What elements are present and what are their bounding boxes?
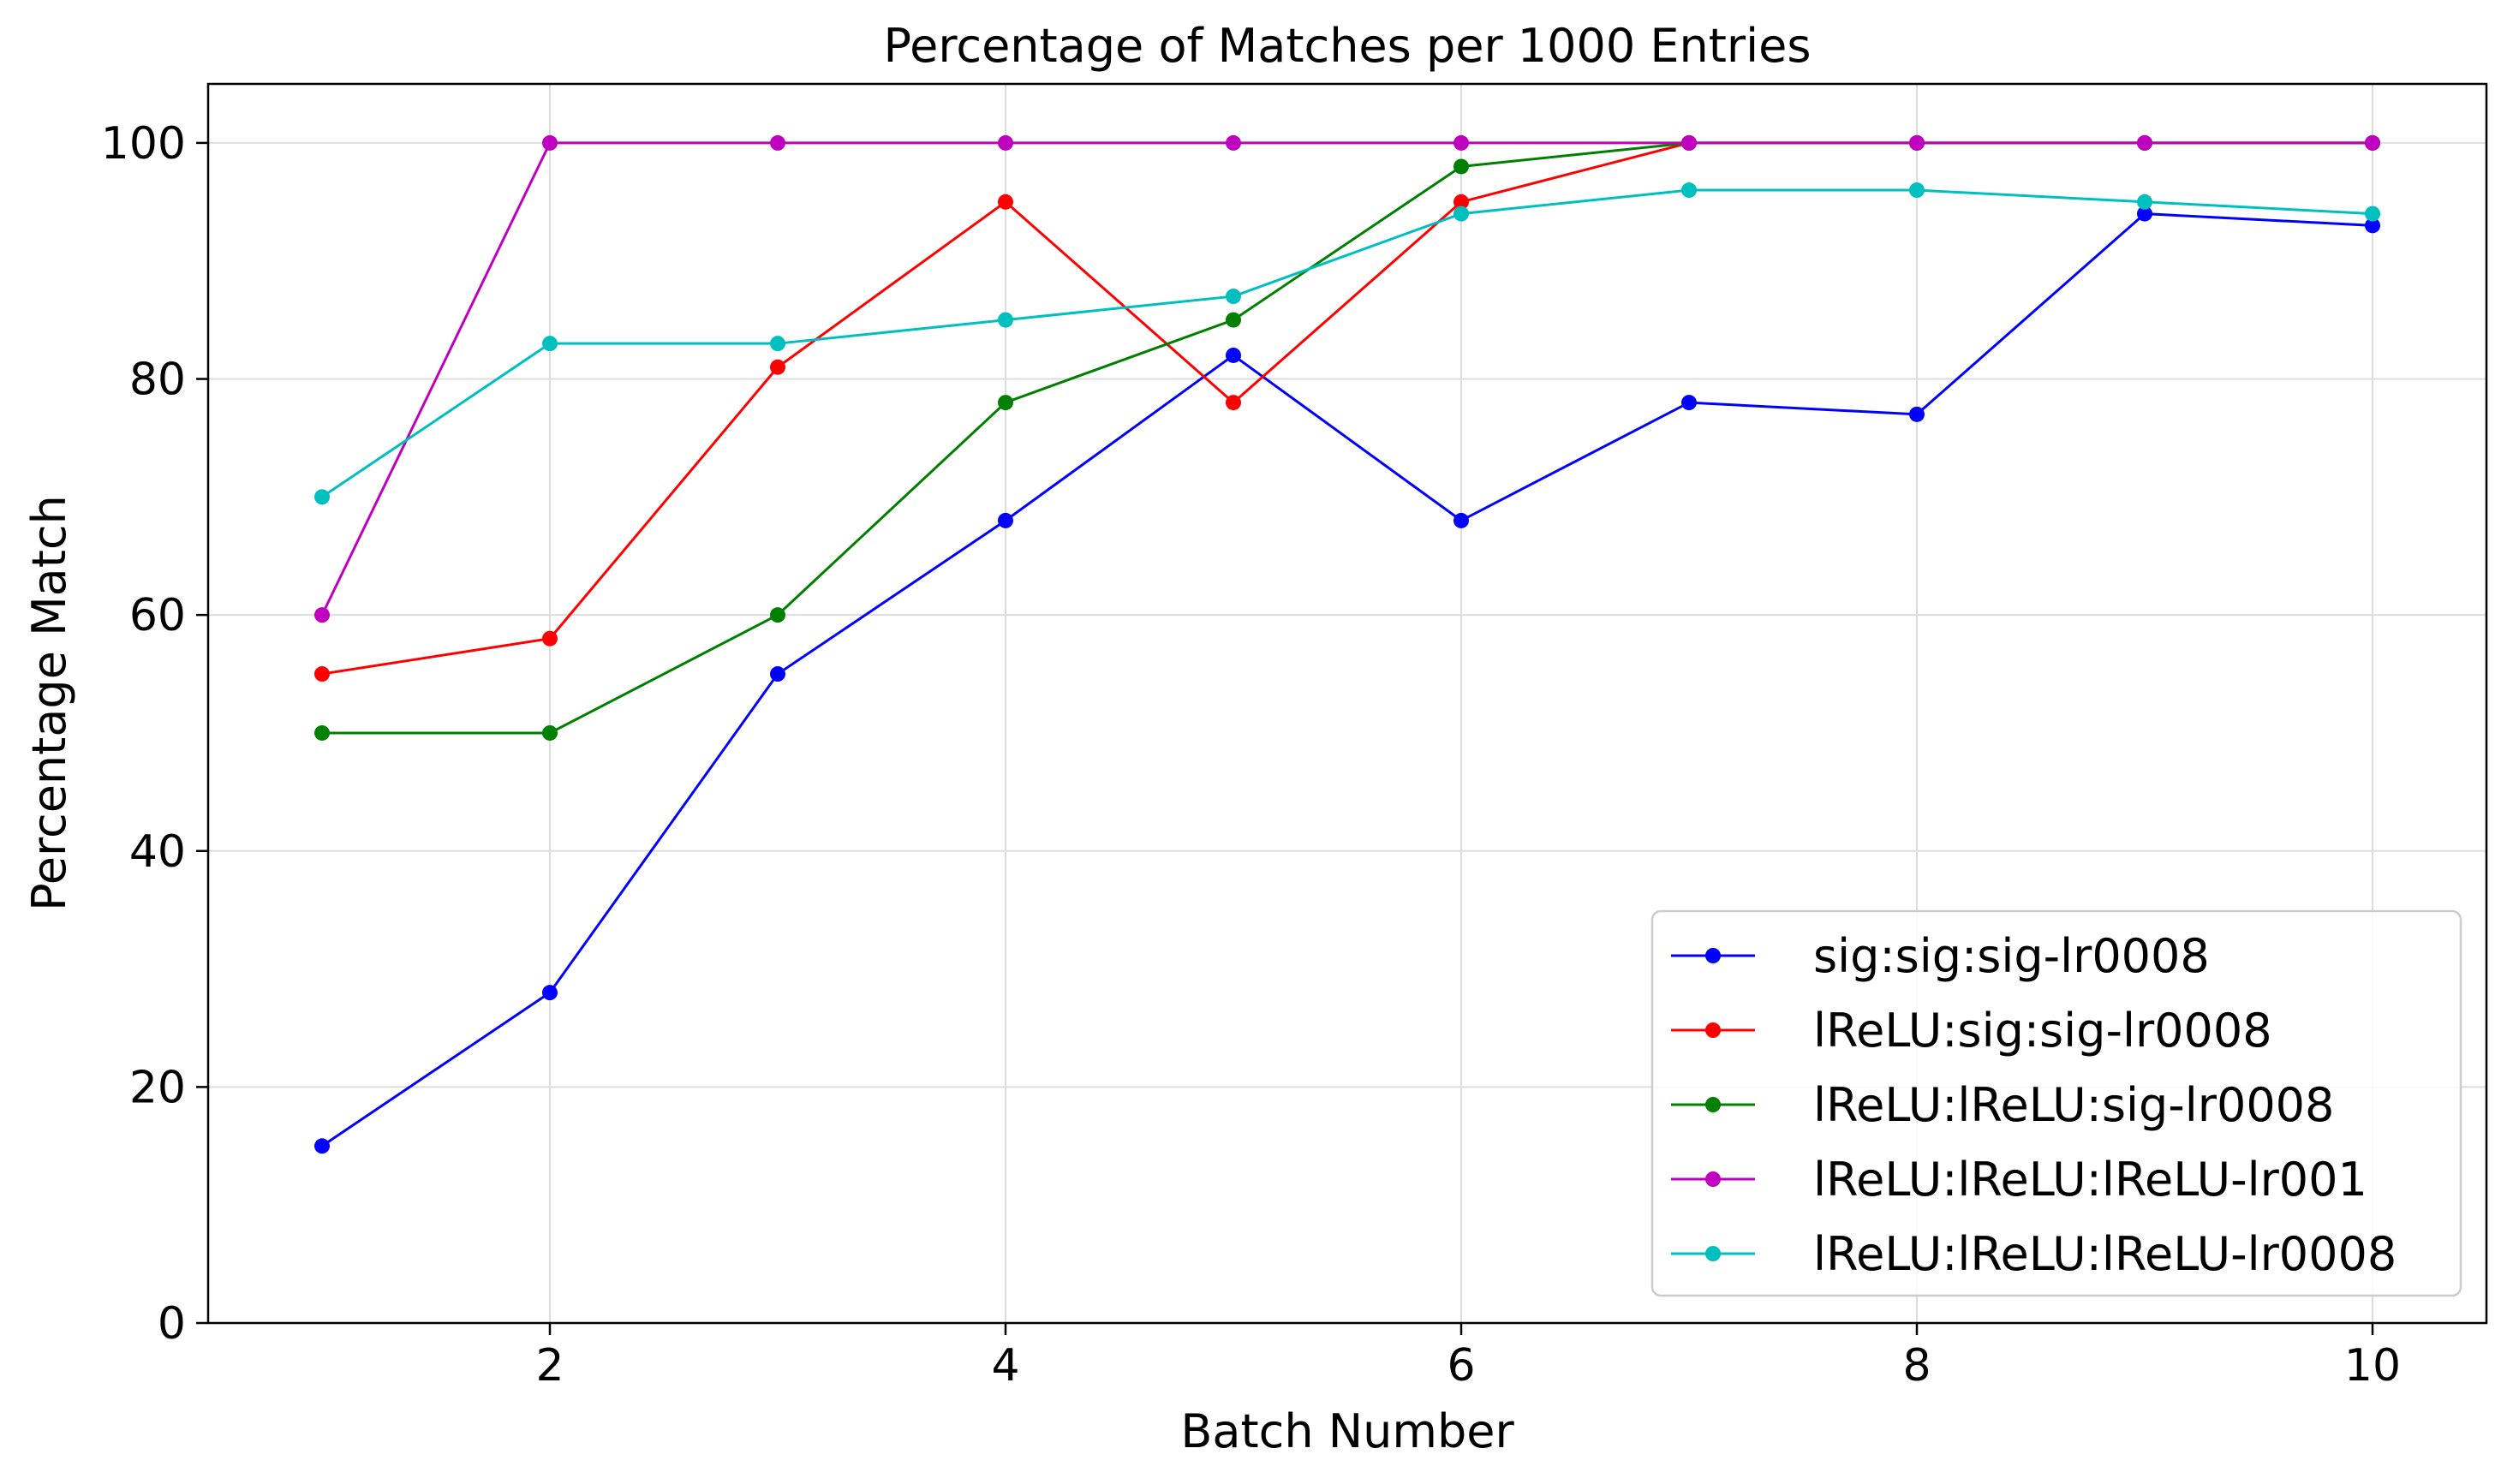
data-point: [2365, 206, 2380, 222]
series-line: [321, 141, 2373, 676]
data-point: [542, 985, 558, 1001]
legend-swatch-marker: [1705, 1171, 1721, 1187]
data-point: [1453, 512, 1469, 528]
data-point: [2137, 206, 2152, 222]
legend-label: lReLU:lReLU:lReLU-lr0008: [1813, 1227, 2397, 1281]
x-tick-label: 10: [2344, 1340, 2401, 1392]
x-tick-label: 8: [1902, 1340, 1931, 1392]
data-point: [1453, 134, 1469, 151]
series-group: [314, 182, 2380, 505]
data-point: [542, 630, 558, 647]
data-point: [1226, 347, 1241, 363]
x-tick-label: 4: [991, 1340, 1019, 1392]
data-point: [1226, 134, 1241, 151]
legend-label: lReLU:lReLU:lReLU-lr001: [1813, 1153, 2367, 1207]
data-point: [770, 666, 785, 682]
data-point: [1226, 395, 1241, 411]
y-tick-label: 20: [129, 1062, 186, 1113]
y-tick-label: 40: [129, 826, 186, 878]
series-line: [321, 188, 2373, 498]
data-point: [998, 512, 1013, 528]
data-point: [770, 134, 785, 151]
series-group: [314, 134, 2380, 623]
data-point: [314, 607, 330, 623]
data-point: [314, 666, 330, 682]
data-point: [1226, 312, 1241, 328]
legend-swatch-marker: [1705, 948, 1721, 963]
legend-label: lReLU:sig:sig-lr0008: [1813, 1004, 2272, 1058]
legend-label: lReLU:lReLU:sig-lr0008: [1813, 1078, 2334, 1132]
data-point: [314, 489, 330, 505]
data-point: [542, 336, 558, 352]
data-point: [998, 194, 1013, 210]
y-tick-label: 100: [101, 118, 186, 170]
data-point: [1909, 134, 1925, 151]
data-point: [1453, 194, 1469, 210]
data-point: [1453, 206, 1469, 222]
data-point: [2137, 134, 2152, 151]
series-line: [320, 141, 2373, 616]
data-point: [1453, 158, 1469, 175]
data-point: [542, 134, 558, 151]
data-point: [1909, 182, 1925, 199]
data-point: [314, 724, 330, 741]
y-tick-label: 0: [158, 1298, 186, 1350]
y-axis-label: Percentage Match: [22, 495, 76, 911]
legend-swatch-marker: [1705, 1022, 1721, 1038]
data-point: [1681, 395, 1697, 411]
data-point: [998, 395, 1013, 411]
y-tick-label: 60: [129, 590, 186, 641]
series-line: [321, 212, 2373, 1147]
data-point: [998, 312, 1013, 328]
data-point: [1909, 406, 1925, 422]
data-point: [1681, 182, 1697, 199]
legend: sig:sig:sig-lr0008 lReLU:sig:sig-lr0008 lR…: [1650, 909, 2462, 1297]
data-point: [770, 607, 785, 623]
x-axis-label: Batch Number: [1180, 1404, 1514, 1458]
legend-swatch-marker: [1705, 1246, 1721, 1261]
data-point: [2137, 194, 2152, 210]
legend-swatch-marker: [1705, 1097, 1721, 1112]
series-group: [314, 134, 2380, 682]
legend-box: [1650, 909, 2462, 1297]
x-tick-label: 6: [1447, 1340, 1475, 1392]
data-point: [2365, 218, 2380, 234]
legend-item: lReLU:sig:sig-lr0008: [1671, 1004, 2272, 1058]
data-point: [314, 1138, 330, 1154]
legend-item: sig:sig:sig-lr0008: [1671, 929, 2210, 983]
legend-item: lReLU:lReLU:lReLU-lr0008: [1671, 1227, 2397, 1281]
data-point: [542, 724, 558, 741]
chart-title: Percentage of Matches per 1000 Entries: [884, 19, 1812, 73]
series-group: [314, 206, 2380, 1154]
legend-item: lReLU:lReLU:lReLU-lr001: [1671, 1153, 2367, 1207]
data-point: [770, 336, 785, 352]
y-tick-label: 80: [129, 355, 186, 406]
x-tick-label: 2: [535, 1340, 564, 1392]
data-point: [770, 359, 785, 375]
plot-frame: [206, 82, 2488, 1325]
data-point: [1681, 134, 1697, 151]
data-point: [1226, 289, 1241, 305]
series-layer: [314, 134, 2380, 1154]
legend-label: sig:sig:sig-lr0008: [1813, 929, 2210, 983]
data-point: [2365, 134, 2380, 151]
legend-item: lReLU:lReLU:sig-lr0008: [1671, 1078, 2334, 1132]
data-point: [998, 134, 1013, 151]
